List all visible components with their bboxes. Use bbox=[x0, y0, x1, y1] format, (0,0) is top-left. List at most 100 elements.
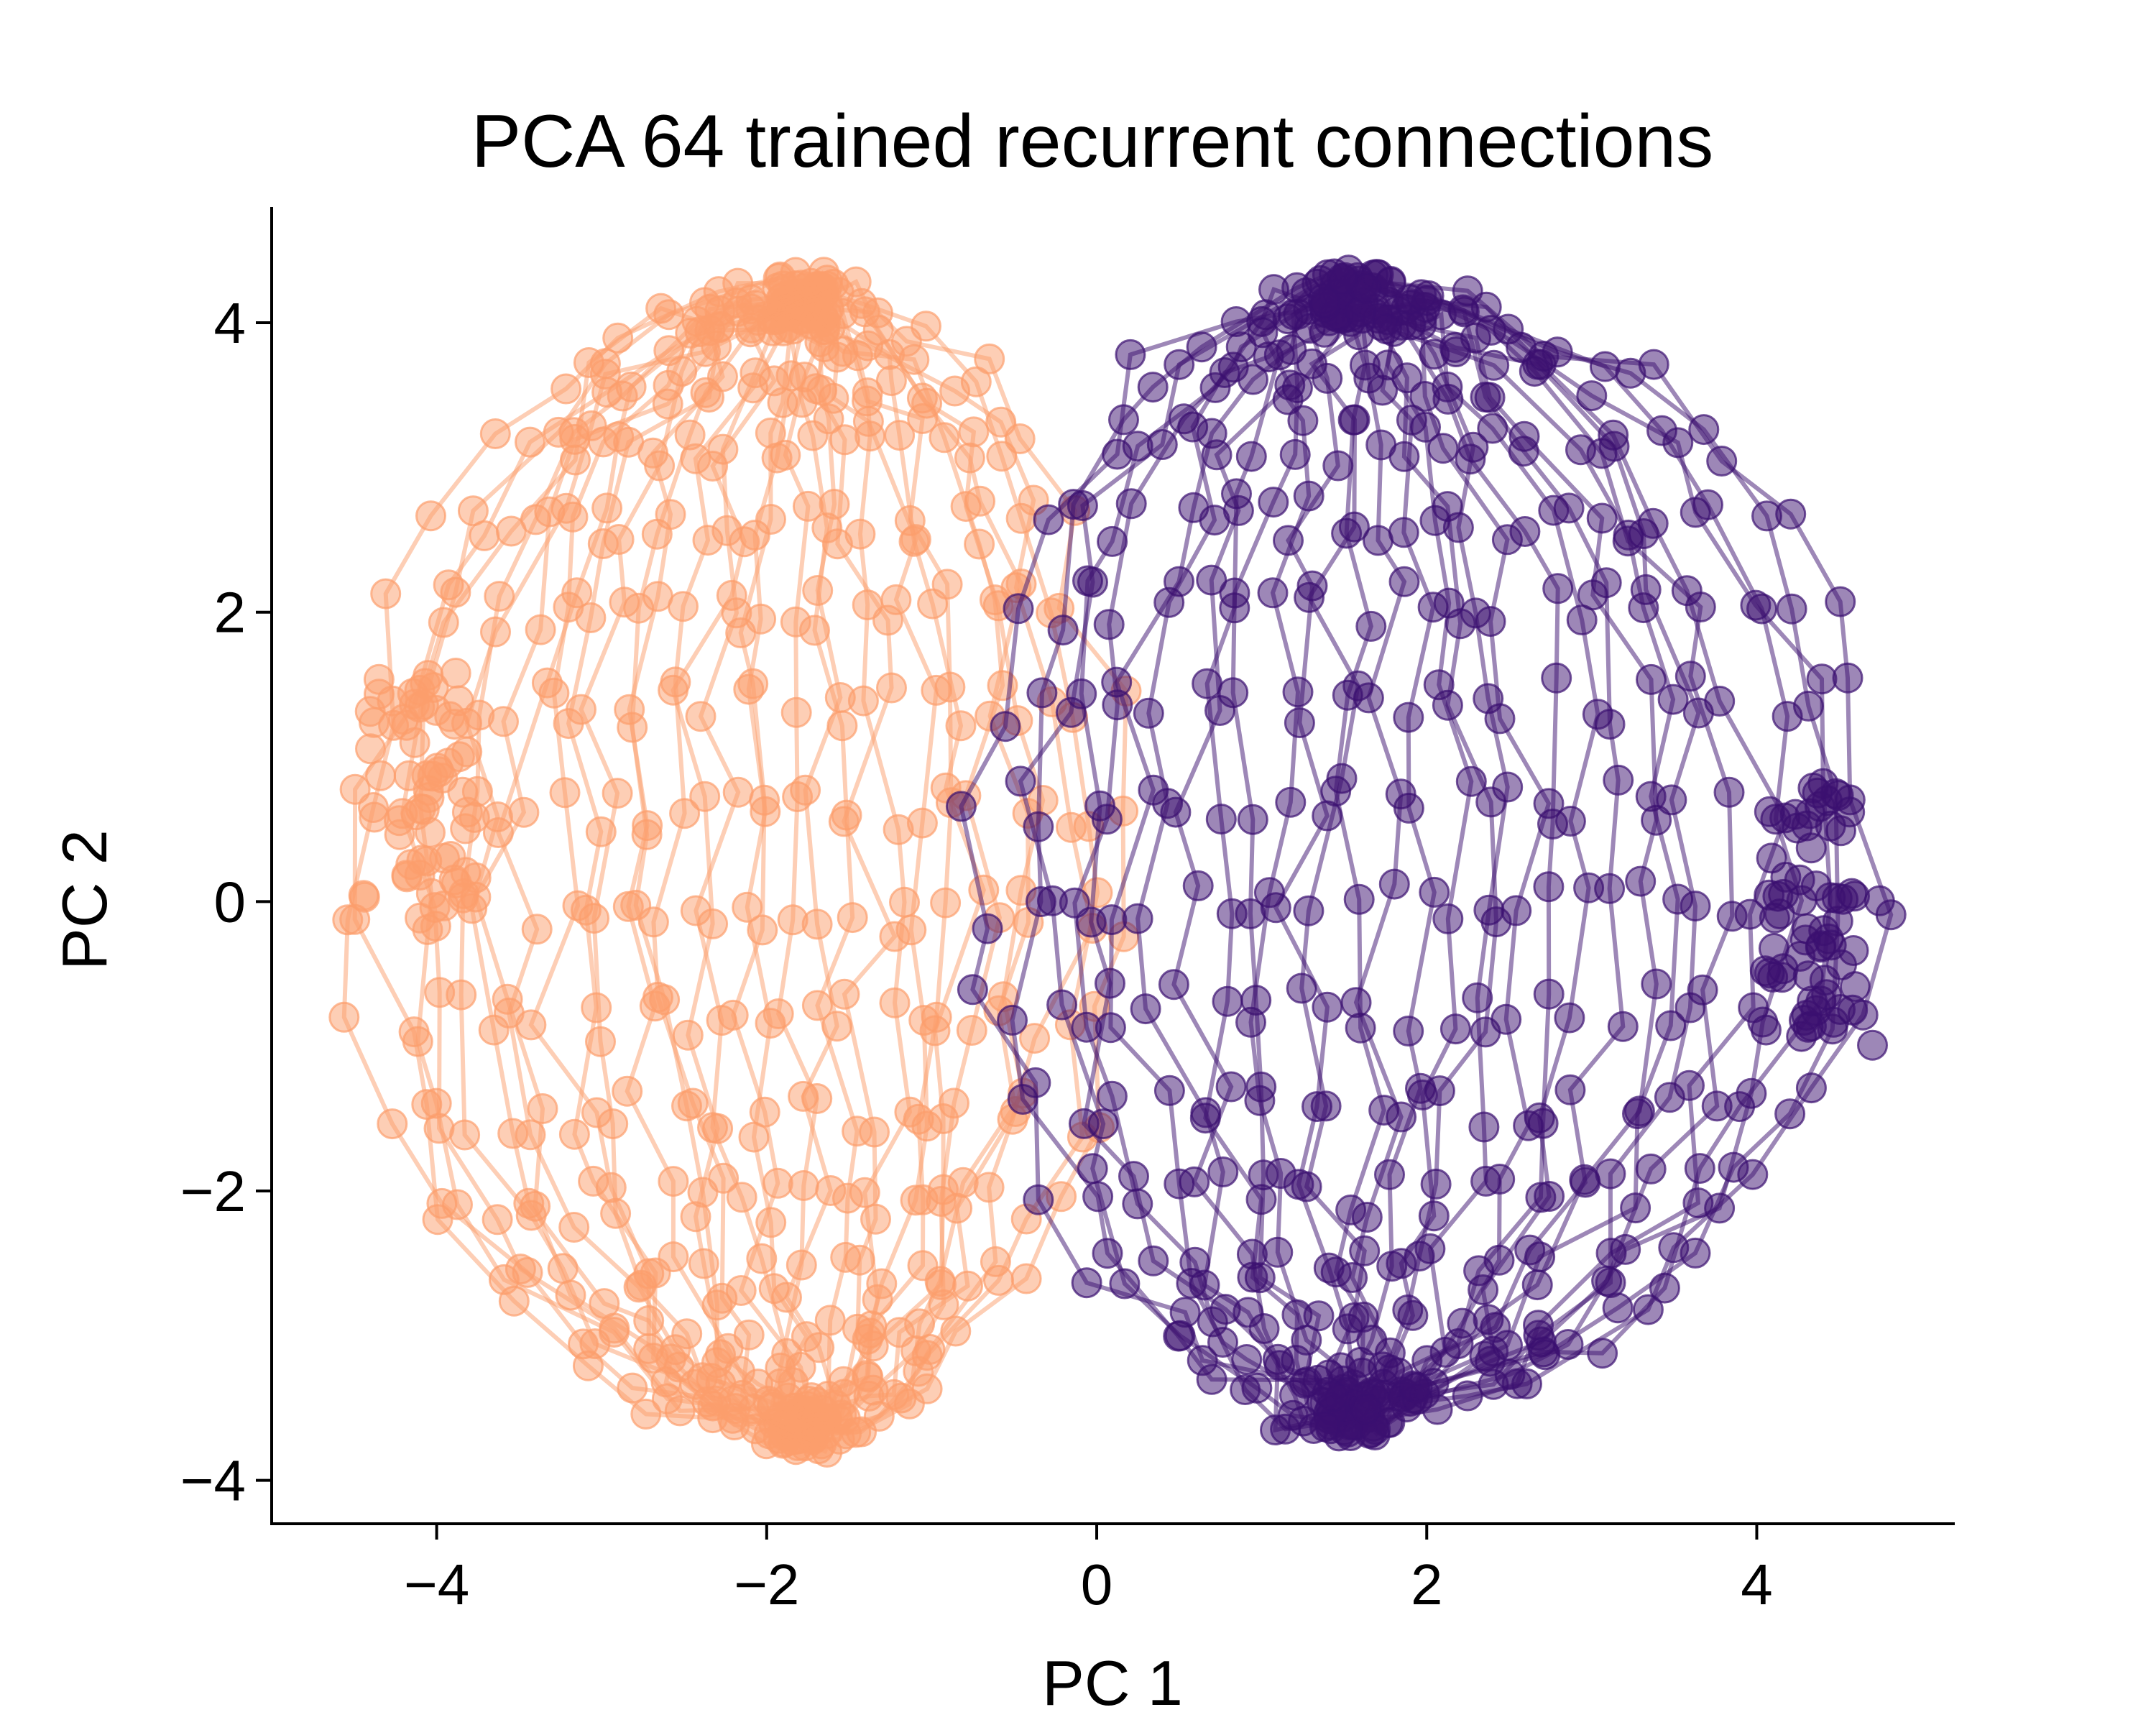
data-point bbox=[1815, 929, 1847, 961]
plot-area bbox=[328, 254, 1907, 1468]
data-point bbox=[598, 1317, 630, 1348]
data-point bbox=[406, 845, 438, 876]
data-point bbox=[697, 908, 729, 939]
x-tick-label: −4 bbox=[404, 1552, 469, 1616]
data-point bbox=[952, 1270, 983, 1302]
data-point bbox=[813, 403, 844, 435]
data-point bbox=[1374, 1159, 1405, 1190]
data-point bbox=[1096, 1080, 1128, 1112]
data-point bbox=[1511, 1368, 1542, 1399]
data-point bbox=[931, 569, 963, 600]
data-point bbox=[1797, 985, 1828, 1017]
data-point bbox=[1468, 1274, 1499, 1305]
data-point bbox=[1091, 804, 1123, 835]
data-point bbox=[788, 1170, 819, 1201]
data-point bbox=[1419, 876, 1450, 908]
data-point bbox=[1047, 615, 1079, 646]
data-point bbox=[365, 760, 397, 791]
data-point bbox=[602, 778, 633, 809]
data-point bbox=[1192, 668, 1223, 699]
data-point bbox=[1201, 439, 1233, 471]
data-point bbox=[1586, 502, 1618, 534]
data-point bbox=[617, 1372, 648, 1404]
data-point bbox=[1388, 517, 1419, 548]
data-point bbox=[1337, 404, 1369, 436]
data-point bbox=[558, 1118, 590, 1150]
data-point bbox=[883, 814, 914, 845]
data-point bbox=[1800, 870, 1832, 902]
data-point bbox=[1706, 446, 1738, 477]
data-point bbox=[1524, 1102, 1555, 1133]
data-point bbox=[1462, 982, 1493, 1013]
data-point bbox=[438, 709, 470, 740]
data-point bbox=[1569, 1164, 1600, 1195]
data-point bbox=[1427, 433, 1459, 464]
data-point bbox=[1378, 868, 1410, 900]
data-point bbox=[1793, 690, 1824, 722]
data-point bbox=[1473, 894, 1505, 926]
data-point bbox=[1309, 287, 1340, 318]
data-point bbox=[653, 335, 685, 367]
data-point bbox=[1284, 707, 1315, 739]
data-point bbox=[1258, 487, 1289, 518]
data-point bbox=[1353, 682, 1384, 714]
data-point bbox=[1806, 663, 1838, 695]
data-point bbox=[712, 1333, 744, 1364]
data-point bbox=[1684, 1153, 1715, 1184]
data-point bbox=[1775, 498, 1807, 530]
data-point bbox=[876, 672, 907, 704]
data-point bbox=[1671, 575, 1703, 607]
data-point bbox=[1109, 1268, 1141, 1300]
data-point bbox=[956, 1015, 987, 1046]
data-point bbox=[363, 663, 395, 695]
data-point bbox=[1607, 1011, 1639, 1042]
data-point bbox=[1392, 1294, 1424, 1325]
data-point bbox=[1068, 1108, 1100, 1139]
data-point bbox=[1196, 564, 1227, 596]
data-point bbox=[735, 293, 767, 325]
data-point bbox=[655, 499, 686, 530]
data-point bbox=[1130, 993, 1161, 1025]
data-point bbox=[685, 701, 717, 732]
data-point bbox=[482, 1204, 513, 1236]
data-point bbox=[1122, 1188, 1153, 1220]
data-point bbox=[717, 1385, 749, 1417]
data-point bbox=[1418, 1200, 1450, 1232]
data-point bbox=[1501, 895, 1532, 926]
data-point bbox=[1529, 1339, 1561, 1371]
data-point bbox=[1594, 873, 1626, 904]
data-point bbox=[449, 1119, 481, 1151]
data-point bbox=[658, 1166, 689, 1197]
data-point bbox=[1528, 341, 1560, 372]
y-axis-label: PC 2 bbox=[49, 829, 120, 970]
data-point bbox=[1610, 1233, 1641, 1265]
data-point bbox=[497, 1118, 529, 1149]
trajectory-line bbox=[459, 275, 829, 1455]
data-point bbox=[703, 276, 734, 308]
data-point bbox=[1452, 1380, 1483, 1412]
data-point bbox=[1207, 1327, 1238, 1358]
data-point bbox=[1399, 1372, 1431, 1404]
data-point bbox=[672, 1019, 704, 1051]
data-point bbox=[1003, 593, 1034, 625]
data-point bbox=[1625, 865, 1657, 897]
data-point bbox=[674, 419, 706, 451]
data-point bbox=[630, 1398, 662, 1430]
data-point bbox=[448, 878, 479, 909]
data-point bbox=[694, 382, 725, 413]
x-tick-label: −2 bbox=[734, 1552, 799, 1616]
data-point bbox=[1160, 796, 1192, 828]
data-point bbox=[1066, 678, 1097, 709]
data-point bbox=[1327, 263, 1358, 294]
data-point bbox=[1762, 880, 1794, 912]
data-point bbox=[1864, 885, 1895, 916]
data-point bbox=[972, 913, 1003, 944]
data-point bbox=[1393, 702, 1424, 733]
data-point bbox=[639, 990, 671, 1022]
data-point bbox=[1158, 969, 1189, 1000]
data-point bbox=[669, 798, 701, 829]
data-point bbox=[1724, 1091, 1756, 1123]
x-tick-label: 4 bbox=[1741, 1552, 1773, 1616]
data-point bbox=[479, 418, 511, 449]
data-point bbox=[689, 781, 721, 812]
